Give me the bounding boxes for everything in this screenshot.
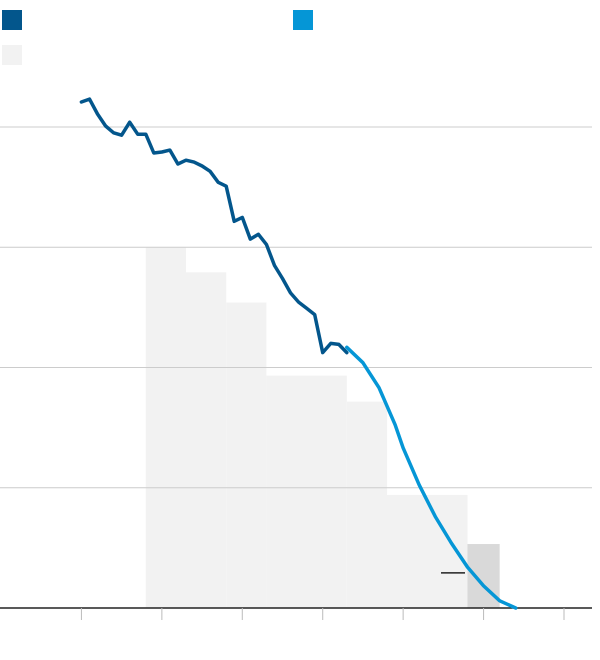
series-line-projected	[345, 345, 518, 610]
shaded-band-5	[387, 494, 468, 608]
shaded-band-3	[266, 375, 347, 608]
shaded-band-0	[145, 247, 186, 608]
x-axis	[0, 607, 592, 620]
series-lines	[79, 97, 518, 610]
shaded-band-1	[185, 272, 227, 608]
gridlines	[0, 126, 592, 489]
legend-swatch-shaded	[2, 45, 22, 65]
legend-swatch-historical	[2, 10, 22, 30]
shaded-band-4	[346, 401, 388, 608]
series-line-historical	[79, 97, 349, 355]
legend-swatch-projected	[293, 10, 313, 30]
shaded-bands	[145, 247, 500, 608]
shaded-band-2	[226, 302, 267, 608]
